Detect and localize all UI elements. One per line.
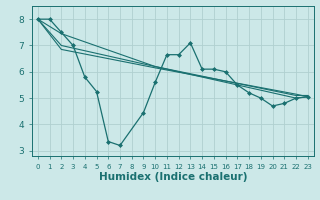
- X-axis label: Humidex (Indice chaleur): Humidex (Indice chaleur): [99, 172, 247, 182]
